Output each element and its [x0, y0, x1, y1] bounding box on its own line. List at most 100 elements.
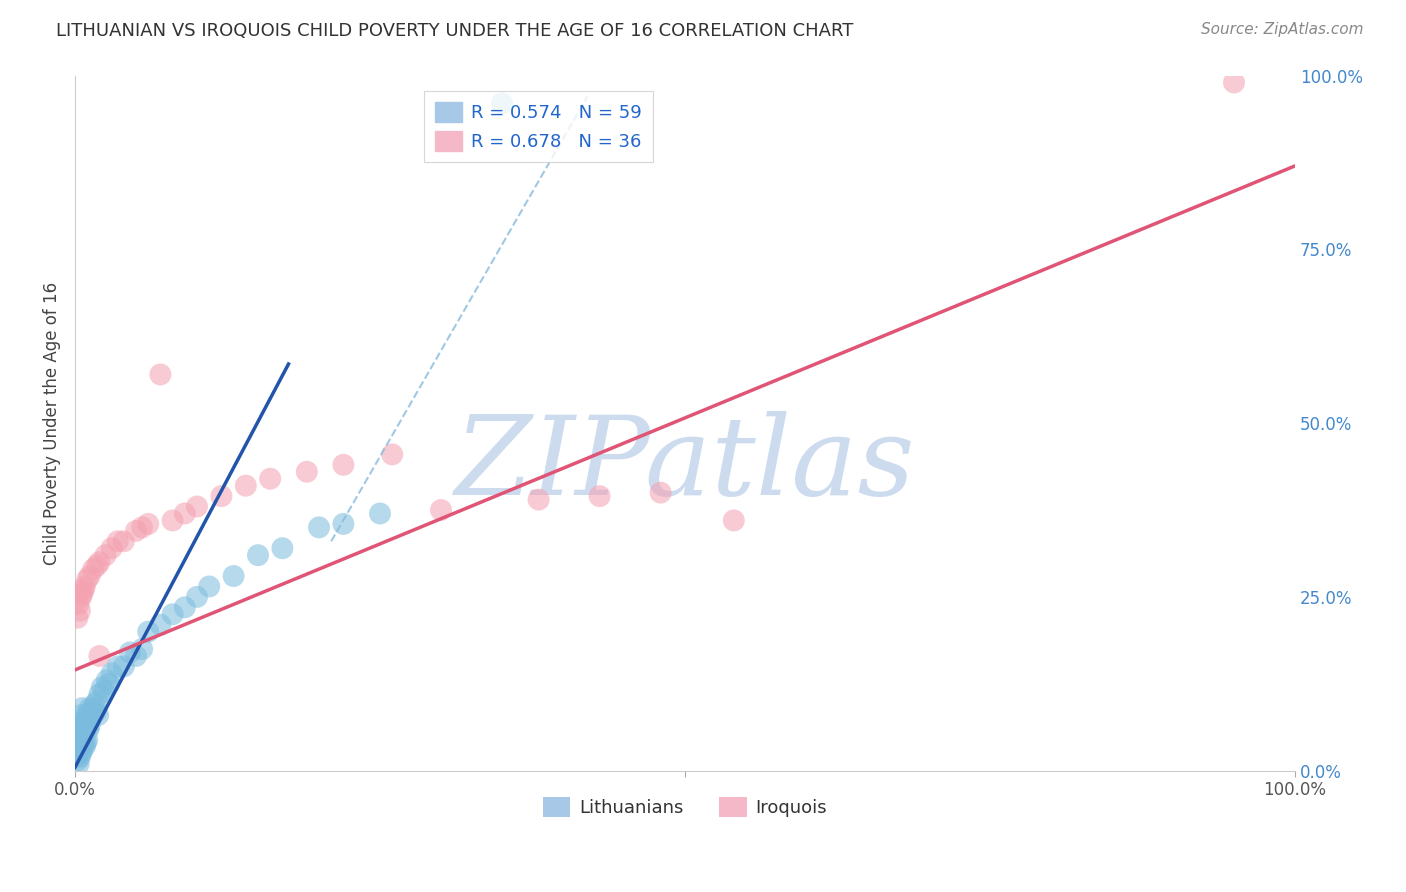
Point	[136, 624, 159, 639]
Point	[430, 503, 453, 517]
Point	[96, 673, 118, 688]
Point	[100, 666, 122, 681]
Point	[69, 718, 91, 732]
Point	[75, 736, 97, 750]
Point	[186, 500, 208, 514]
Point	[209, 489, 232, 503]
Point	[186, 590, 208, 604]
Point	[80, 705, 103, 719]
Point	[72, 582, 94, 597]
Point	[173, 507, 195, 521]
Point	[82, 562, 104, 576]
Point	[89, 648, 111, 663]
Text: Source: ZipAtlas.com: Source: ZipAtlas.com	[1201, 22, 1364, 37]
Point	[527, 492, 550, 507]
Point	[72, 743, 94, 757]
Point	[89, 687, 111, 701]
Point	[295, 465, 318, 479]
Point	[149, 368, 172, 382]
Point	[173, 600, 195, 615]
Point	[162, 607, 184, 622]
Point	[84, 705, 107, 719]
Point	[79, 569, 101, 583]
Point	[76, 732, 98, 747]
Point	[588, 489, 610, 503]
Point	[222, 569, 245, 583]
Point	[72, 722, 94, 736]
Point	[66, 611, 89, 625]
Point	[72, 586, 94, 600]
Point	[381, 447, 404, 461]
Point	[107, 534, 129, 549]
Point	[80, 712, 103, 726]
Point	[66, 753, 89, 767]
Point	[112, 659, 135, 673]
Point	[67, 743, 90, 757]
Point	[86, 558, 108, 573]
Point	[69, 749, 91, 764]
Point	[98, 677, 121, 691]
Point	[149, 617, 172, 632]
Point	[66, 747, 89, 761]
Y-axis label: Child Poverty Under the Age of 16: Child Poverty Under the Age of 16	[44, 282, 60, 565]
Point	[93, 683, 115, 698]
Text: LITHUANIAN VS IROQUOIS CHILD POVERTY UNDER THE AGE OF 16 CORRELATION CHART: LITHUANIAN VS IROQUOIS CHILD POVERTY UND…	[56, 22, 853, 40]
Point	[82, 701, 104, 715]
Point	[94, 548, 117, 562]
Point	[76, 573, 98, 587]
Point	[72, 701, 94, 715]
Point	[73, 714, 96, 729]
Point	[162, 513, 184, 527]
Point	[235, 478, 257, 492]
Point	[69, 736, 91, 750]
Point	[259, 472, 281, 486]
Point	[491, 96, 513, 111]
Point	[112, 534, 135, 549]
Point	[79, 718, 101, 732]
Point	[72, 714, 94, 729]
Point	[72, 736, 94, 750]
Point	[69, 604, 91, 618]
Point	[100, 541, 122, 556]
Point	[136, 516, 159, 531]
Point	[125, 524, 148, 538]
Point	[332, 458, 354, 472]
Point	[65, 736, 87, 750]
Point	[86, 694, 108, 708]
Point	[107, 659, 129, 673]
Point	[723, 513, 745, 527]
Point	[131, 520, 153, 534]
Point	[70, 590, 93, 604]
Point	[125, 648, 148, 663]
Point	[66, 722, 89, 736]
Point	[271, 541, 294, 556]
Point	[70, 708, 93, 723]
Point	[308, 520, 330, 534]
Point	[75, 712, 97, 726]
Point	[83, 698, 105, 712]
Point	[90, 680, 112, 694]
Point	[198, 579, 221, 593]
Point	[70, 747, 93, 761]
Point	[67, 756, 90, 771]
Point	[65, 749, 87, 764]
Text: ZIPatlas: ZIPatlas	[454, 411, 915, 518]
Point	[73, 579, 96, 593]
Point	[332, 516, 354, 531]
Point	[89, 555, 111, 569]
Point	[87, 708, 110, 723]
Point	[118, 646, 141, 660]
Point	[67, 729, 90, 743]
Point	[67, 597, 90, 611]
Point	[77, 722, 100, 736]
Point	[79, 701, 101, 715]
Point	[131, 642, 153, 657]
Point	[368, 507, 391, 521]
Point	[247, 548, 270, 562]
Point	[70, 729, 93, 743]
Point	[73, 739, 96, 754]
Point	[1223, 75, 1246, 89]
Legend: Lithuanians, Iroquois: Lithuanians, Iroquois	[536, 790, 834, 824]
Point	[76, 708, 98, 723]
Point	[650, 485, 672, 500]
